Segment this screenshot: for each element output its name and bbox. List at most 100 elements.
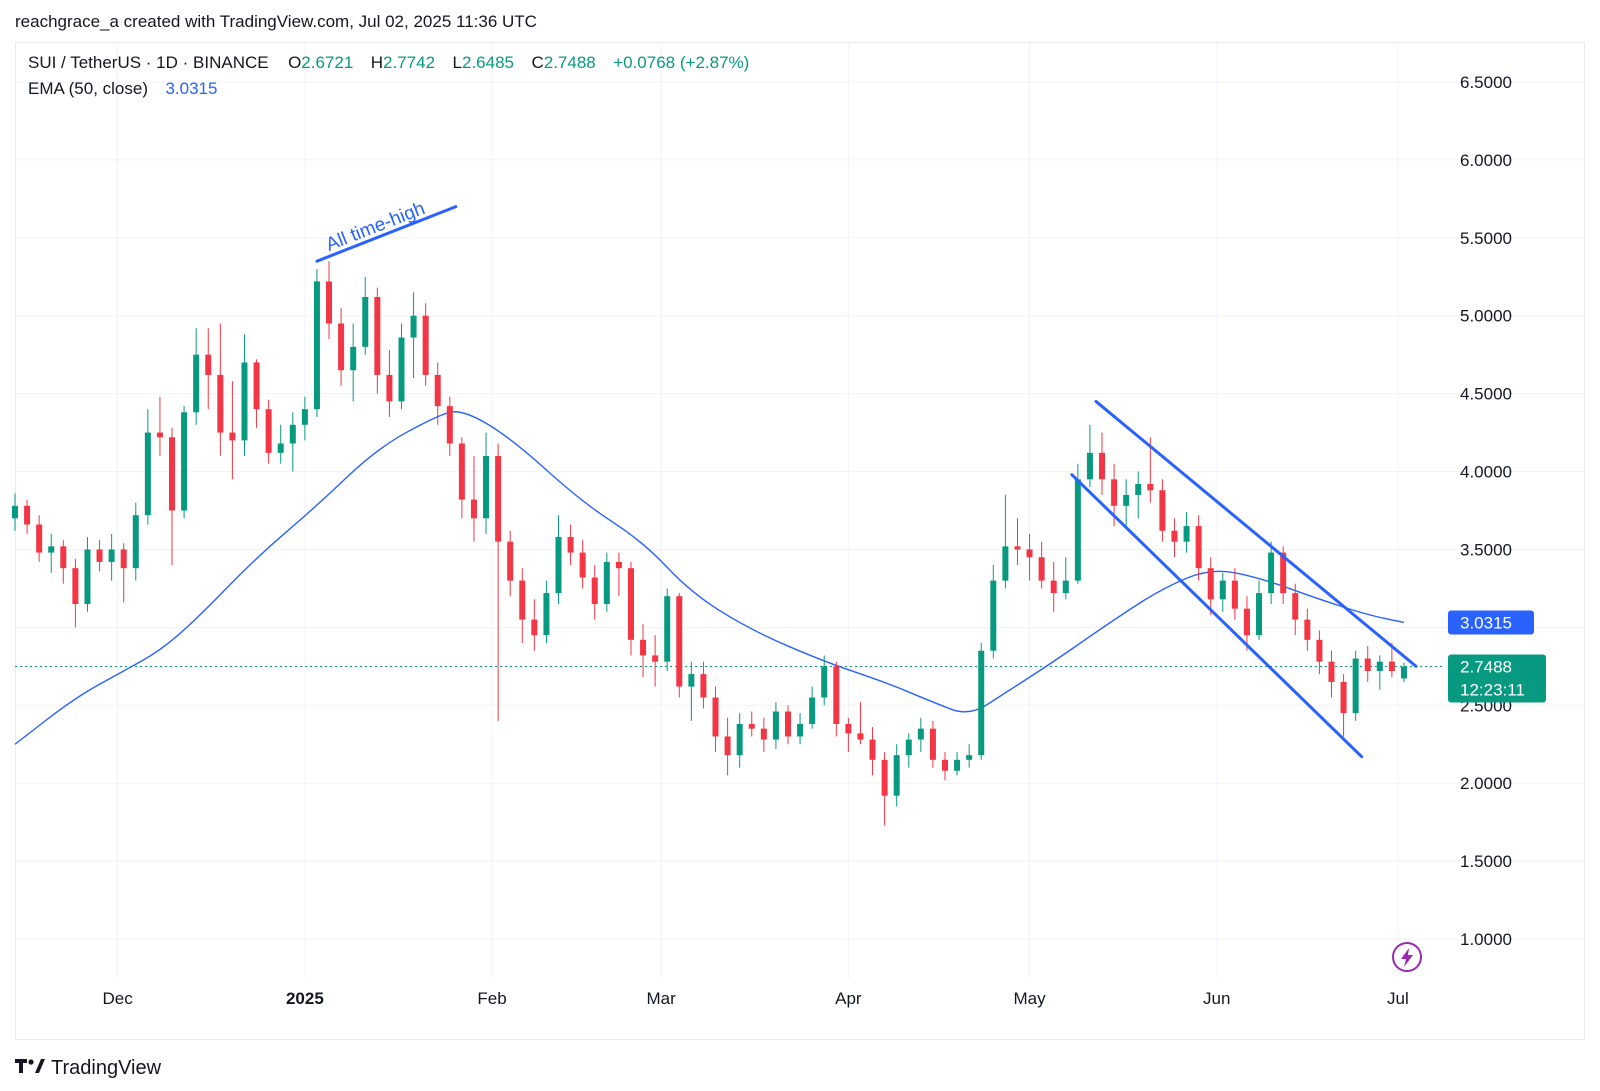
candle-body — [748, 723, 755, 729]
candle — [519, 568, 526, 643]
candle-body — [990, 580, 997, 651]
candle-body — [326, 281, 333, 324]
candle — [422, 303, 429, 386]
candle — [966, 744, 973, 768]
y-tick-label: 5.0000 — [1460, 307, 1512, 326]
candle-body — [313, 281, 320, 410]
candle-body — [760, 728, 767, 740]
y-tick-label: 4.0000 — [1460, 463, 1512, 482]
candle — [748, 711, 755, 737]
candle — [84, 536, 91, 612]
candle — [253, 359, 260, 428]
candle — [1002, 494, 1009, 589]
candle-body — [72, 568, 79, 604]
candle — [169, 427, 176, 566]
candle — [1062, 557, 1069, 600]
y-tick-label: 5.5000 — [1460, 229, 1512, 248]
x-tick-label: May — [1013, 989, 1046, 1008]
y-tick-label: 2.0000 — [1460, 774, 1512, 793]
chart-credit: reachgrace_a created with TradingView.co… — [15, 12, 537, 31]
candle — [736, 713, 743, 768]
candle — [543, 580, 550, 643]
candle-body — [1195, 526, 1202, 569]
candle-body — [386, 374, 393, 402]
candle — [845, 717, 852, 753]
candle-body — [193, 354, 200, 413]
candle-body — [1014, 546, 1021, 550]
candle-body — [1207, 568, 1214, 600]
candle-body — [84, 549, 91, 604]
candle — [132, 502, 139, 581]
candle — [603, 552, 610, 612]
candle — [772, 702, 779, 749]
ath-line — [315, 205, 458, 263]
last-price-tag-label: 2.7488 — [1460, 658, 1512, 677]
candle — [1304, 608, 1311, 651]
candle-body — [1074, 479, 1081, 581]
candle — [96, 540, 103, 572]
symbol-name[interactable]: SUI / TetherUS · 1D · BINANCE — [28, 53, 269, 72]
candle — [24, 499, 31, 534]
axes: 1.00001.50002.00002.50003.00003.50004.00… — [103, 73, 1546, 1008]
channel-upper-line — [1094, 399, 1418, 668]
candle-body — [96, 549, 103, 562]
candle-body — [241, 362, 248, 441]
candle — [833, 661, 840, 737]
countdown-label: 12:23:11 — [1460, 681, 1525, 700]
candle-body — [893, 755, 900, 796]
candle — [1038, 541, 1045, 589]
candle-body — [1038, 557, 1045, 581]
x-tick-label: Jul — [1387, 989, 1409, 1008]
candle — [929, 720, 936, 768]
candle-body — [905, 739, 912, 756]
candle — [724, 717, 731, 776]
indicator-legend[interactable]: EMA (50, close) 3.0315 — [28, 79, 217, 99]
candle-body — [1256, 593, 1263, 636]
candle-body — [398, 337, 405, 402]
x-tick-label: Apr — [835, 989, 862, 1008]
candle — [265, 399, 272, 464]
x-tick-label: Mar — [647, 989, 677, 1008]
candle-body — [181, 412, 188, 511]
candle-body — [954, 759, 961, 771]
candle — [1316, 630, 1323, 675]
candle — [1074, 463, 1081, 584]
candle — [507, 530, 514, 597]
candle-body — [869, 739, 876, 760]
candle-body — [422, 315, 429, 375]
candle-body — [942, 759, 948, 771]
candle-body — [567, 536, 574, 553]
candle-body — [1304, 619, 1311, 640]
candle — [156, 396, 163, 456]
candle — [652, 635, 659, 687]
lightning-bolt-icon[interactable] — [1392, 942, 1422, 972]
candle-body — [1183, 526, 1190, 542]
candle-body — [1086, 452, 1093, 480]
symbol-legend[interactable]: SUI / TetherUS · 1D · BINANCE O2.6721 H2… — [28, 53, 749, 73]
candle-body — [156, 432, 163, 438]
candle-body — [362, 297, 369, 347]
candle — [338, 307, 345, 386]
candle-body — [724, 736, 731, 756]
candle — [869, 727, 876, 776]
ema-label[interactable]: EMA (50, close) — [28, 79, 148, 98]
candle-body — [1135, 484, 1142, 495]
ema-layer — [14, 411, 1405, 745]
candle — [108, 533, 115, 581]
x-tick-label: Dec — [103, 989, 134, 1008]
candle-body — [1388, 661, 1395, 672]
candle-body — [350, 346, 357, 371]
candle-body — [217, 374, 224, 433]
candle — [350, 323, 357, 402]
candle — [241, 334, 248, 456]
candle — [1243, 596, 1250, 651]
tradingview-brand[interactable]: TradingView — [15, 1056, 161, 1080]
candle-body — [1352, 658, 1359, 714]
high-value: 2.7742 — [383, 53, 436, 72]
candle — [458, 437, 465, 519]
candle-body — [531, 619, 538, 636]
candle — [784, 705, 791, 745]
candle — [954, 752, 961, 776]
candle — [72, 558, 79, 628]
